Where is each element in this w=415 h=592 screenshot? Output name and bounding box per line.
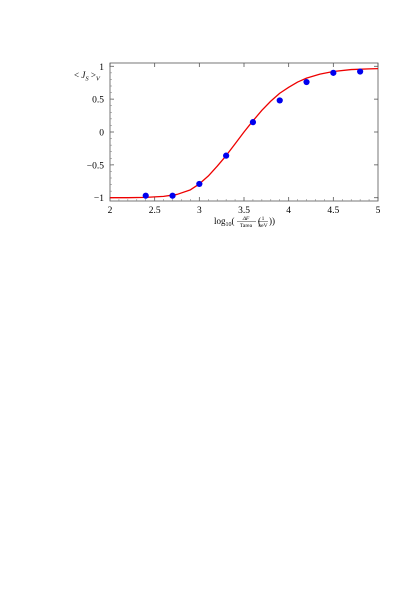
data-point	[169, 192, 176, 199]
x-axis-ticks: 2 2.5 3 3.5 4 4.5 5	[108, 63, 381, 216]
y-axis-ticks: −1 −0.5 0 0.5 1	[87, 63, 378, 204]
x-tick-label: 5	[376, 206, 381, 216]
y-tick-label: 1	[99, 63, 104, 73]
x-tick-label: 2	[108, 206, 113, 216]
y-tick-label: −1	[94, 194, 104, 204]
y-tick-label: −0.5	[87, 161, 104, 171]
y-axis-title: < JS >V	[74, 70, 101, 83]
svg-text:1: 1	[262, 216, 265, 222]
svg-text:)): ))	[269, 216, 275, 226]
svg-text:ΔF: ΔF	[242, 216, 250, 222]
svg-text:log10(: log10(	[214, 216, 235, 228]
y-axis-title-text: < JS >V	[74, 70, 101, 83]
svg-text:keV: keV	[258, 223, 267, 229]
data-point	[303, 78, 310, 86]
svg-text:Tarea: Tarea	[240, 223, 253, 229]
data-point	[330, 69, 337, 76]
x-tick-label: 3.5	[238, 206, 250, 216]
y-tick-label: 0	[99, 129, 104, 139]
data-point	[196, 180, 203, 188]
data-point	[142, 192, 149, 199]
fit-curve-layer	[110, 67, 379, 199]
x-tick-label: 2.5	[149, 206, 161, 216]
data-points-layer	[142, 68, 364, 199]
data-point	[223, 152, 230, 159]
x-tick-label: 4.5	[327, 206, 339, 216]
data-point	[276, 97, 283, 104]
data-point	[249, 119, 257, 126]
fit-curve-line	[110, 67, 379, 199]
svg-text:(: (	[258, 216, 261, 226]
x-tick-label: 4	[286, 206, 291, 216]
data-point	[357, 68, 364, 75]
y-tick-label: 0.5	[92, 96, 104, 106]
x-tick-label: 3	[197, 206, 202, 216]
